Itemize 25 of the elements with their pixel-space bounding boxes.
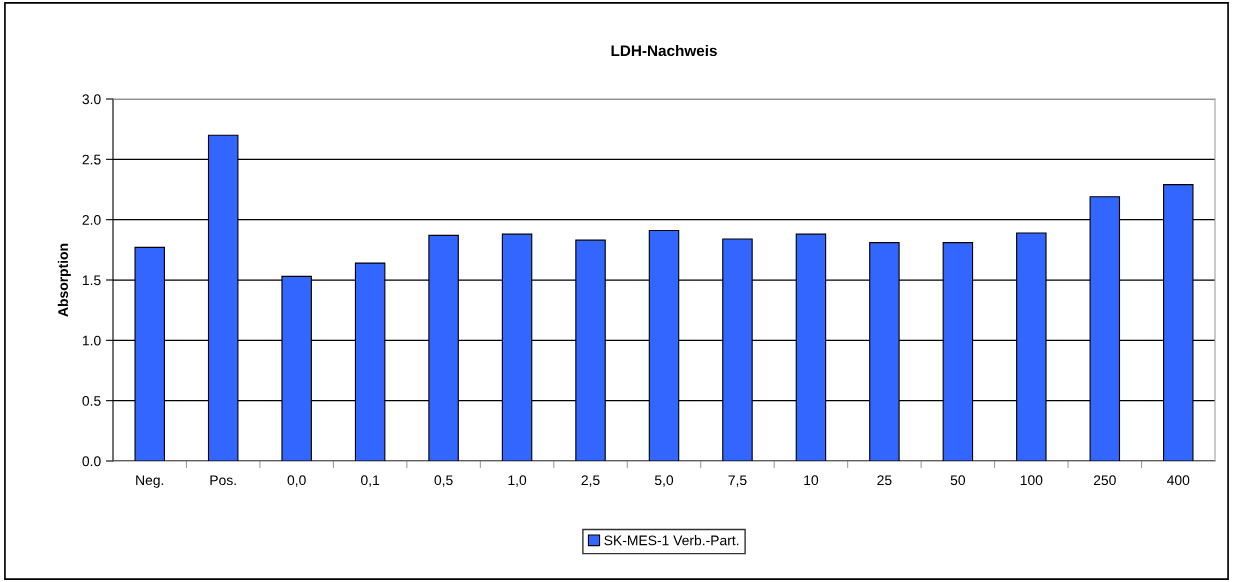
legend-label: SK-MES-1 Verb.-Part. (604, 535, 739, 546)
x-tick-label: 0,5 (434, 475, 453, 487)
x-tick-label: Neg. (136, 475, 164, 488)
x-tick-label: 7,5 (728, 475, 747, 487)
x-tick-label: 25 (877, 475, 892, 486)
y-tick-label: 2.5 (82, 154, 101, 165)
x-tick-label: 1,0 (508, 475, 527, 487)
x-tick-label: 0,1 (361, 475, 380, 487)
x-tick-label: 2,5 (581, 475, 600, 487)
y-tick-label: 2.0 (82, 215, 101, 225)
x-tick-label: 250 (1093, 475, 1116, 486)
chart-title: LDH-Nachweis (611, 44, 717, 57)
x-tick-label: 10 (804, 475, 819, 486)
y-tick-label: 1.5 (82, 275, 101, 286)
x-tick-label: 400 (1167, 475, 1190, 486)
y-tick-label: 0.5 (82, 396, 101, 406)
y-tick-label: 1.0 (82, 335, 101, 346)
x-tick-label: Pos. (210, 475, 236, 486)
y-axis-title: Absorption (57, 243, 71, 317)
x-tick-label: 0,0 (287, 475, 306, 487)
y-tick-label: 0.0 (82, 456, 101, 467)
x-tick-label: 50 (950, 475, 966, 486)
y-tick-label: 3.0 (82, 94, 101, 105)
x-tick-label: 5,0 (654, 475, 674, 487)
x-tick-label: 100 (1020, 475, 1043, 486)
